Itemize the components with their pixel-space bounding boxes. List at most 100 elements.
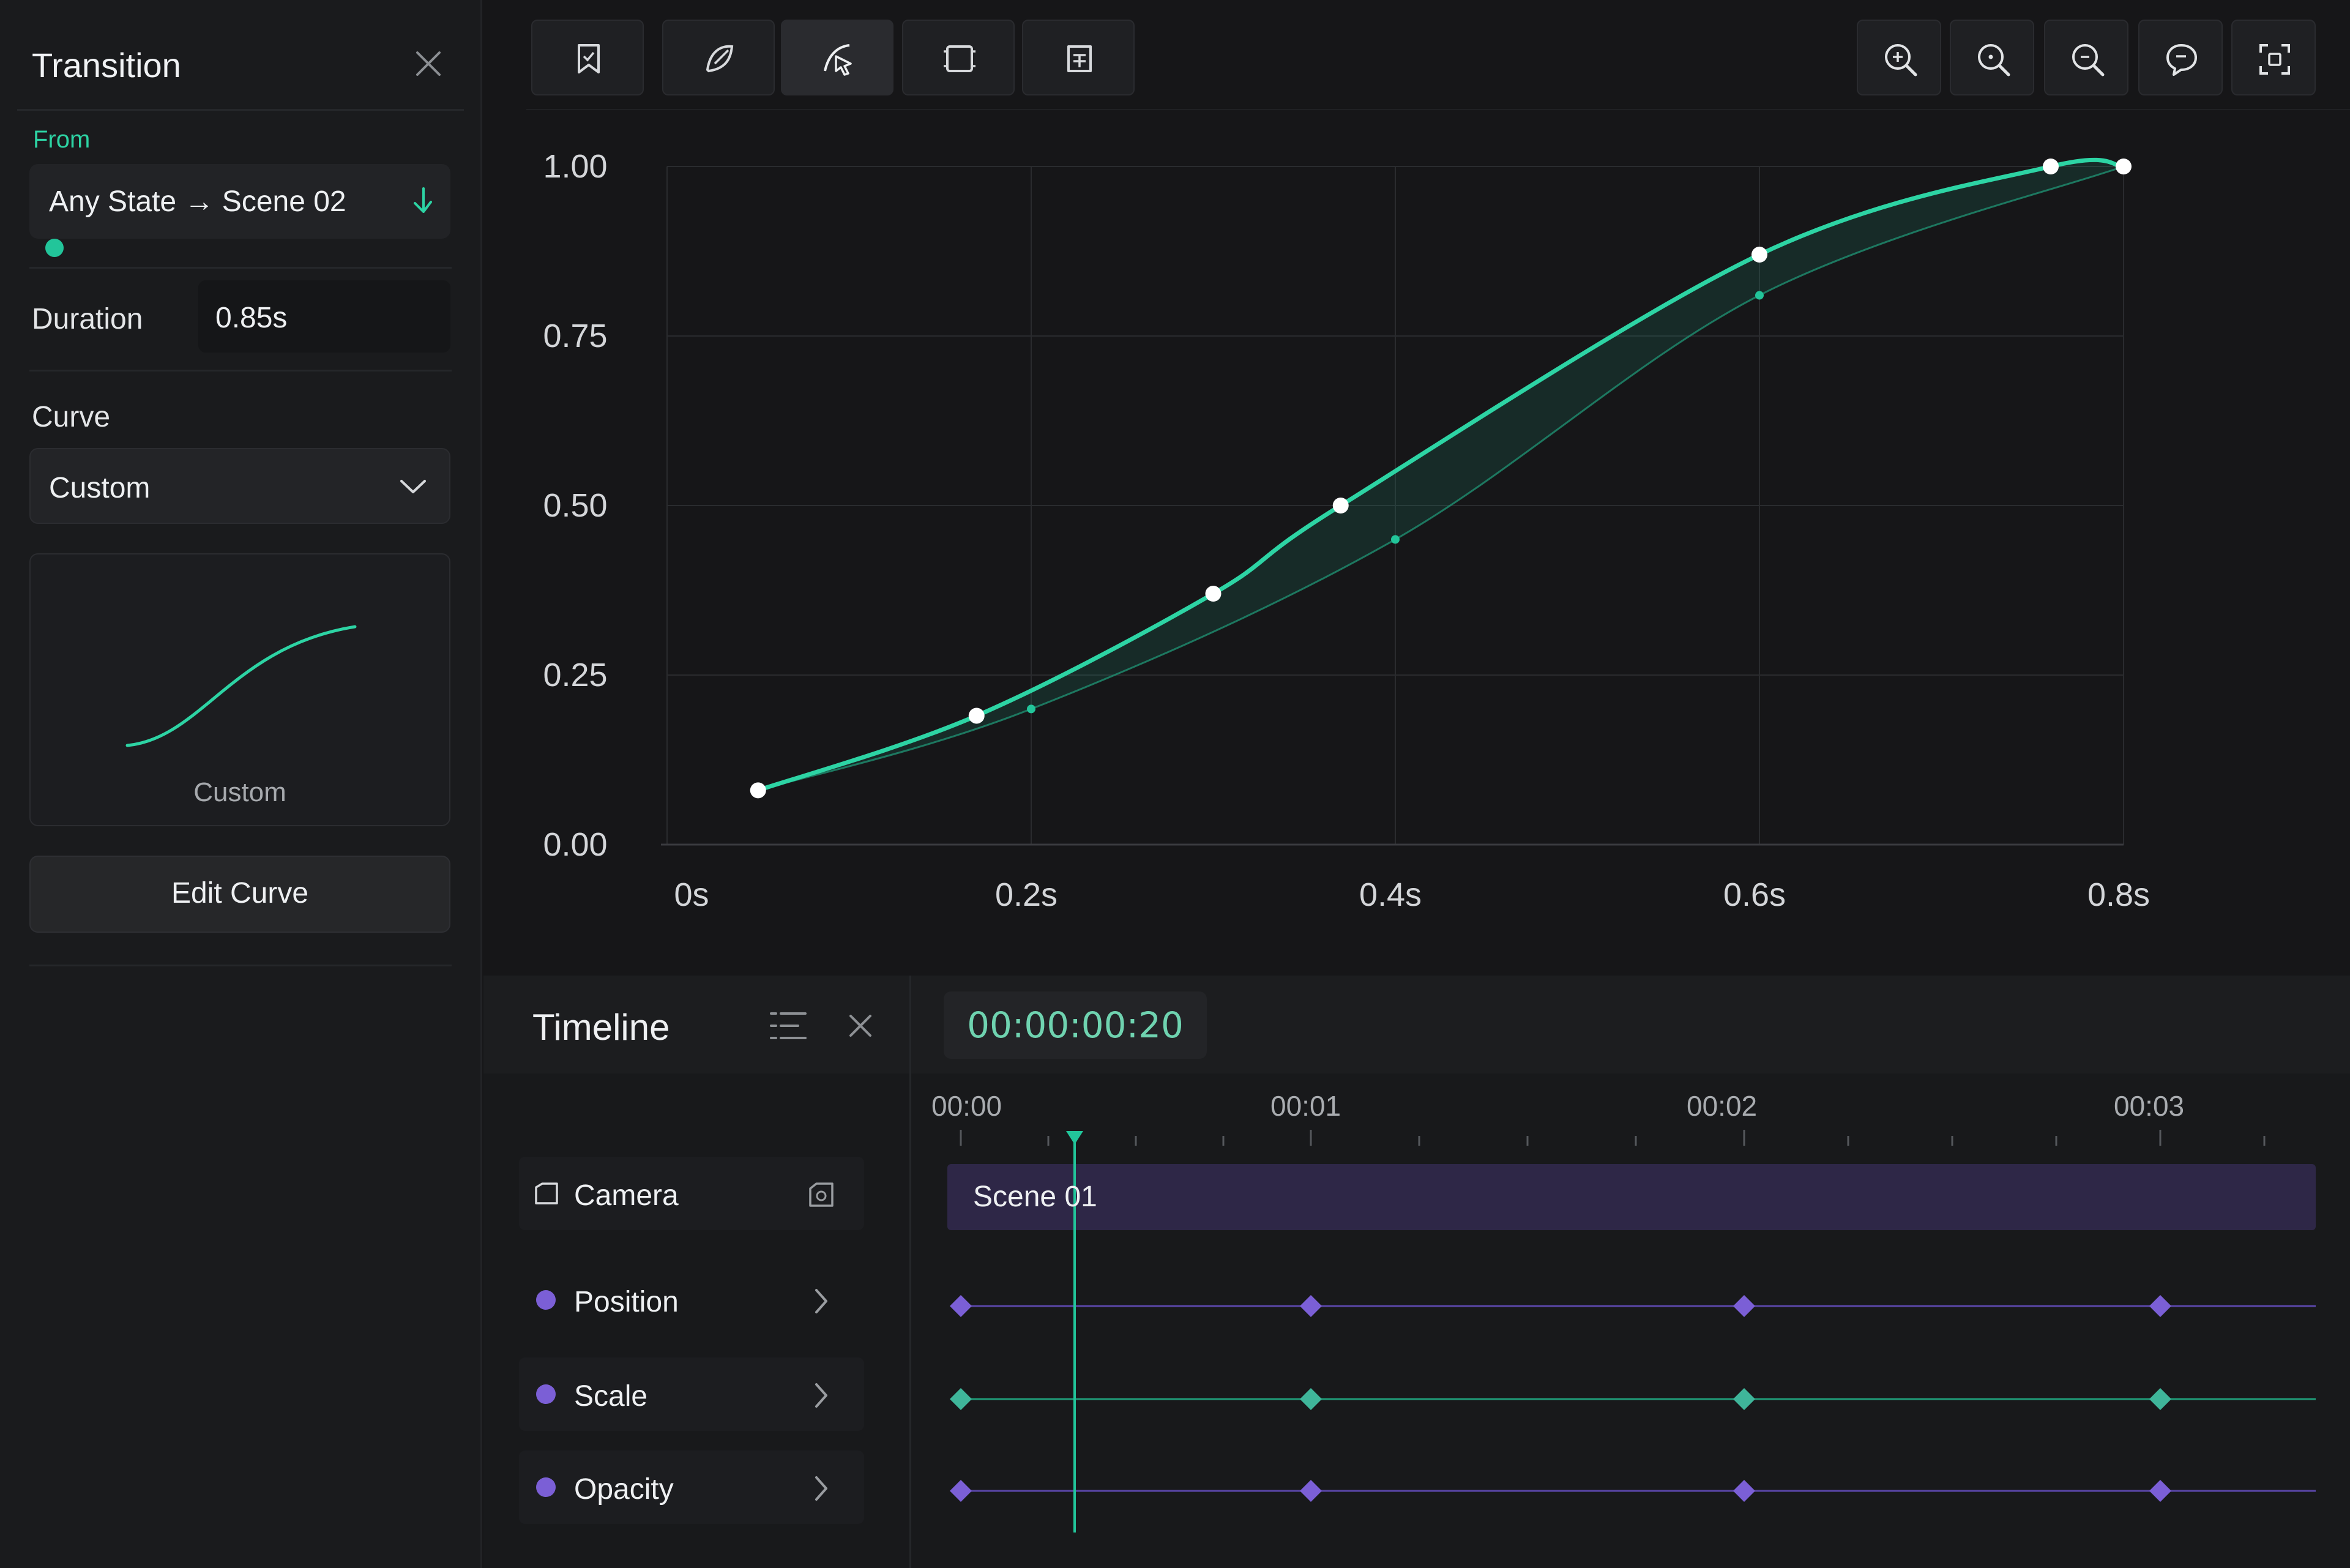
curve-select-tool-button[interactable] (781, 20, 893, 95)
y-tick-label: 0.50 (543, 487, 607, 524)
panel-title: Transition (32, 46, 181, 84)
reference-point (1391, 535, 1400, 544)
curve-select-value: Custom (49, 472, 151, 504)
keyframe-diamond[interactable] (1300, 1388, 1322, 1410)
zoom-out-icon (1978, 44, 2010, 77)
camera-layer-icon (535, 1182, 558, 1204)
preview-caption: Custom (193, 777, 286, 807)
keyframe-diamond[interactable] (1300, 1480, 1322, 1502)
chevron-right-icon[interactable] (805, 1379, 837, 1411)
track-color-dot (536, 1477, 556, 1497)
keyframe-diamond[interactable] (950, 1480, 972, 1502)
timeline-title: Timeline (532, 1007, 670, 1048)
timecode-display[interactable]: 00:00:00:20 (944, 991, 1207, 1059)
reference-point (1755, 291, 1764, 300)
curve-keypoint[interactable] (750, 782, 766, 799)
reference-curve (758, 160, 2124, 791)
curve-select[interactable]: Custom (29, 448, 450, 524)
curve-preview: Custom (29, 553, 450, 826)
chevron-down-icon (400, 480, 426, 493)
curve-keypoints[interactable] (750, 159, 2132, 799)
x-tick-label: 0.2s (995, 876, 1058, 913)
keyframe-diamond[interactable] (2149, 1388, 2171, 1410)
x-tick-label: 0s (674, 876, 709, 913)
keyframe-diamond[interactable] (1733, 1480, 1755, 1502)
curve-label: Curve (32, 401, 111, 433)
curve-graph-canvas[interactable]: 1.00 0.75 0.50 0.25 0.00 0s 0.2s 0.4s 0.6s 0.8s (483, 110, 2350, 967)
curve-keypoint[interactable] (1751, 247, 1767, 263)
from-label: From (33, 126, 91, 153)
zoom-reset-icon (2072, 44, 2105, 77)
bookmark-icon (578, 44, 600, 73)
zoom-in-button[interactable] (1857, 20, 1941, 95)
from-state-select[interactable]: Any State → Scene 02 (29, 164, 450, 239)
frame-icon (944, 45, 975, 72)
zoom-reset-button[interactable] (2044, 20, 2128, 95)
keyframe-diamond[interactable] (950, 1295, 972, 1317)
timeline-header: Timeline (483, 976, 909, 1073)
curve-keypoint[interactable] (1332, 498, 1349, 513)
keyframe-diamond[interactable] (1300, 1295, 1322, 1317)
arrow-down-icon (414, 187, 432, 213)
toolbar-divider (526, 109, 2350, 111)
graph-grid (661, 166, 2124, 846)
duration-label: Duration (32, 303, 143, 335)
timeline-ruler[interactable] (960, 1130, 2350, 1146)
track-scale[interactable]: Scale (519, 1357, 864, 1431)
curve-edit-tool-button[interactable] (662, 20, 775, 95)
curve-graph[interactable]: 1.00 0.75 0.50 0.25 0.00 0s 0.2s 0.4s 0.6s 0.8s (483, 110, 2350, 967)
track-color-dot (536, 1290, 556, 1310)
from-handle-dot[interactable] (45, 239, 64, 257)
curve-keypoint[interactable] (2043, 159, 2059, 174)
chevron-right-icon[interactable] (805, 1473, 837, 1504)
track-label: Position (574, 1286, 679, 1318)
ruler-label: 00:03 (2114, 1090, 2185, 1122)
divider (17, 109, 464, 111)
from-state-value: Any State → Scene 02 (49, 185, 346, 218)
scene-clip[interactable] (947, 1164, 2316, 1230)
playhead-handle[interactable] (1066, 1131, 1083, 1144)
fit-view-button[interactable] (2231, 20, 2316, 95)
curve-select-icon (824, 44, 852, 76)
keyframe-diamond[interactable] (2149, 1295, 2171, 1317)
y-tick-label: 1.00 (543, 148, 607, 185)
scene-clip-label: Scene 01 (973, 1181, 1097, 1213)
track-label: Scale (574, 1380, 648, 1413)
keyframe-diamond[interactable] (1733, 1295, 1755, 1317)
edit-curve-button[interactable]: Edit Curve (29, 856, 450, 933)
zoom-comment-button[interactable] (2138, 20, 2223, 95)
close-icon[interactable] (846, 1011, 875, 1040)
track-camera[interactable]: Camera (519, 1157, 864, 1230)
playhead[interactable] (1066, 1131, 1083, 1533)
zoom-out-button[interactable] (1950, 20, 2034, 95)
y-tick-label: 0.25 (543, 657, 607, 693)
frame-tool-button[interactable] (902, 20, 1015, 95)
curve-keypoint[interactable] (1205, 586, 1222, 602)
bookmark-tool-button[interactable] (531, 20, 644, 95)
layers-tool-button[interactable] (1022, 20, 1135, 95)
timeline-tracks-canvas[interactable] (483, 976, 2350, 1568)
divider (29, 965, 452, 966)
track-position[interactable]: Position (519, 1263, 864, 1337)
keyframe-tracks[interactable] (950, 1295, 2316, 1502)
keyframe-diamond[interactable] (2149, 1480, 2171, 1502)
filter-list-icon[interactable] (769, 1009, 808, 1043)
chevron-right-icon[interactable] (805, 1285, 837, 1317)
timeline-divider (909, 976, 911, 1568)
preview-curve-graphic (125, 625, 357, 747)
duration-field[interactable]: 0.85s (198, 280, 450, 353)
curve-keypoint[interactable] (968, 707, 985, 724)
track-opacity[interactable]: Opacity (519, 1450, 864, 1524)
graph-axis-labels: 1.00 0.75 0.50 0.25 0.00 0s 0.2s 0.4s 0.6s 0.8s (543, 148, 2150, 913)
camera-settings-icon[interactable] (805, 1179, 837, 1211)
track-color-dot (536, 1384, 556, 1404)
close-icon[interactable] (411, 47, 446, 81)
x-tick-label: 0.8s (2087, 876, 2150, 913)
curve-keypoint[interactable] (2116, 159, 2132, 174)
track-label: Opacity (574, 1473, 674, 1506)
ruler-label: 00:00 (931, 1090, 1002, 1122)
keyframe-diamond[interactable] (950, 1388, 972, 1410)
divider (29, 370, 452, 371)
zoom-comment-icon (2166, 44, 2197, 76)
keyframe-diamond[interactable] (1733, 1388, 1755, 1410)
